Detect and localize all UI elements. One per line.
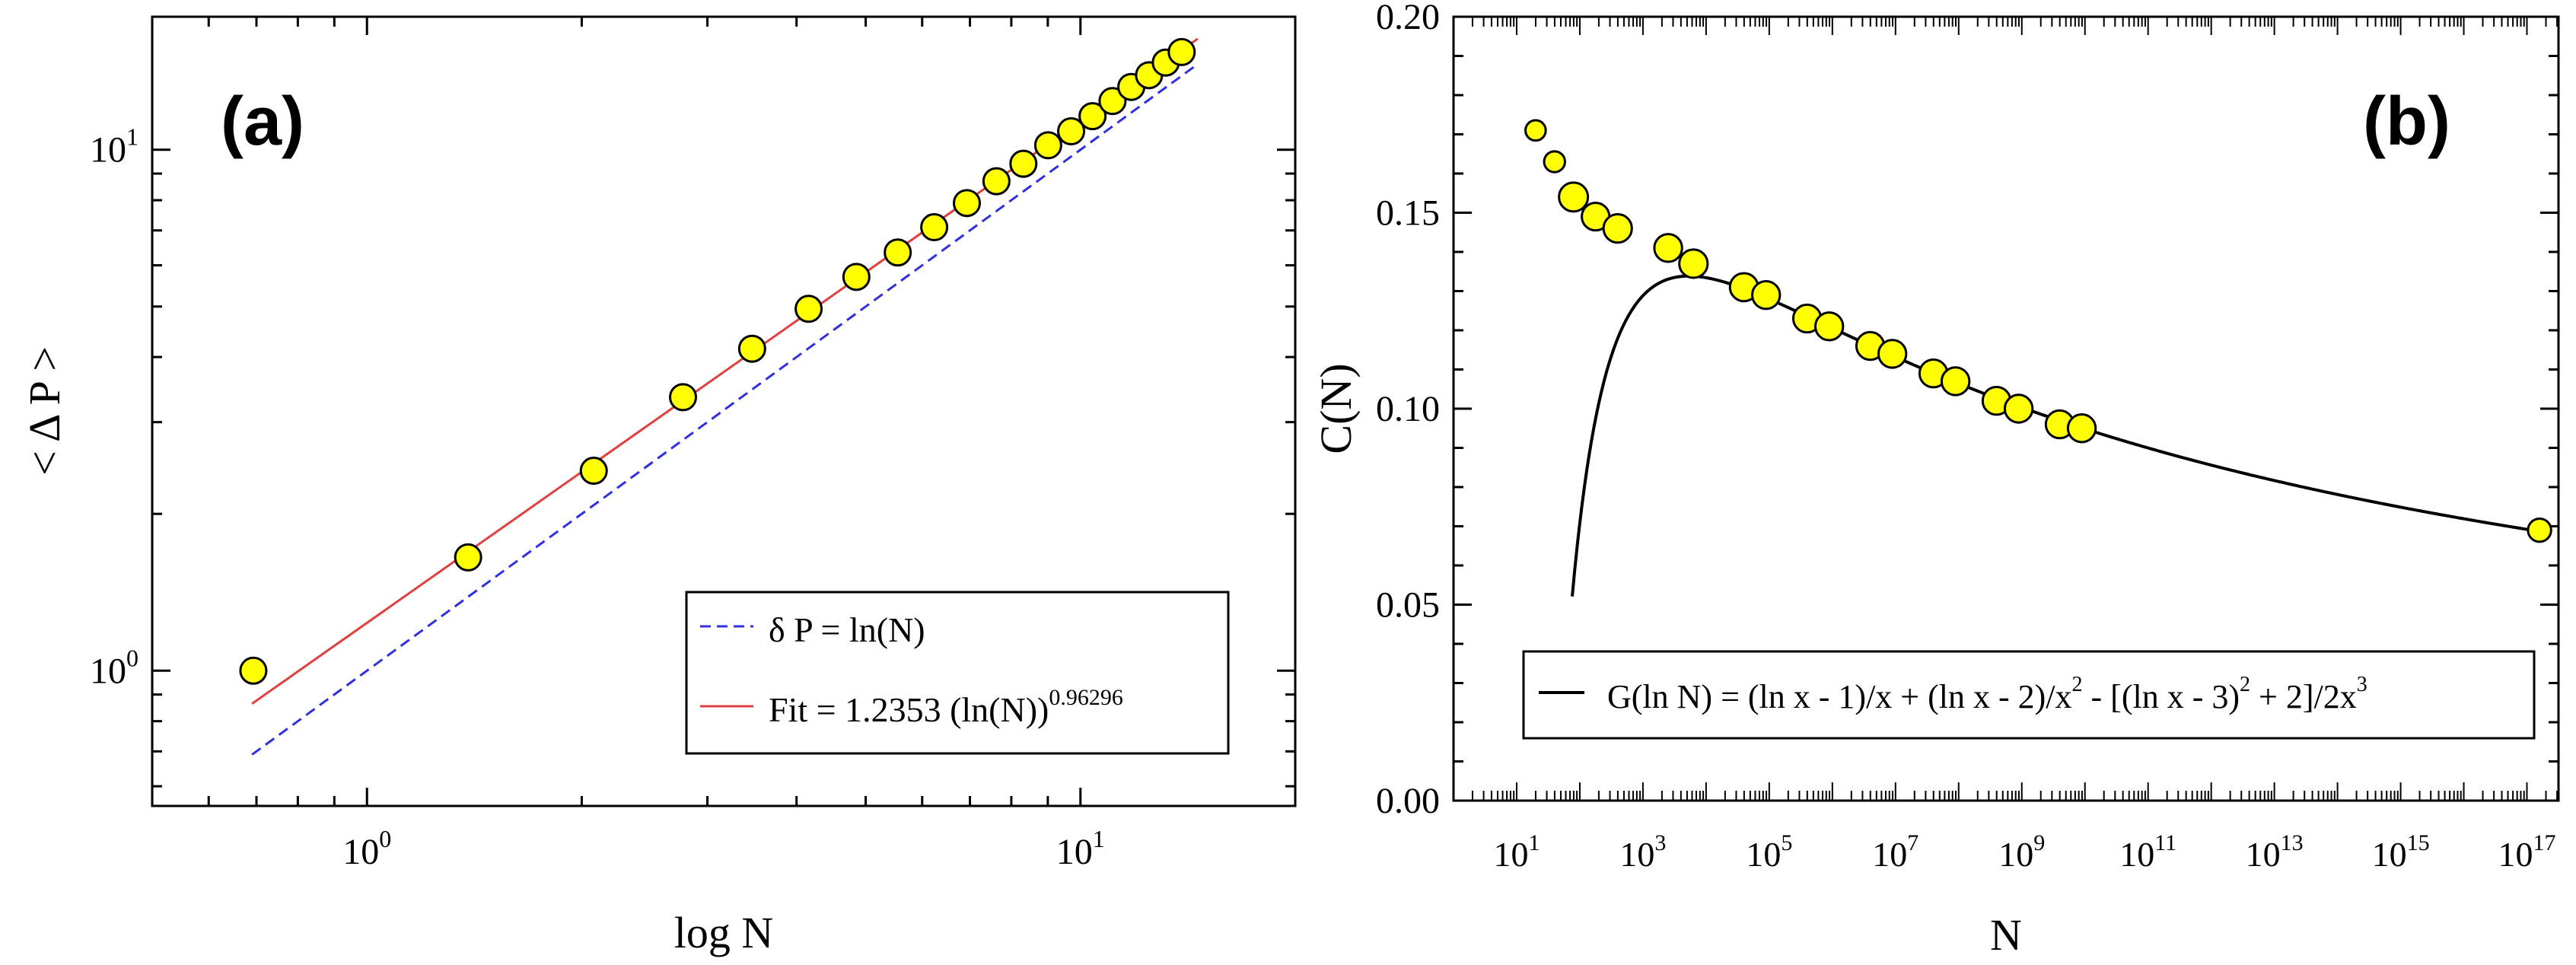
chart-a-legend-label-0: δ P = ln(N) xyxy=(769,610,925,649)
chart-a-points xyxy=(239,37,1196,685)
chart-a-point xyxy=(982,167,1011,196)
chart-a-point xyxy=(454,543,482,572)
chart-a-ticks xyxy=(151,17,1297,806)
chart-a-point xyxy=(737,334,766,363)
chart-a-point xyxy=(920,213,949,242)
chart-b-point xyxy=(1678,248,1709,279)
chart-panel-a: 100 101 100 101 (a) log N < Δ P > δ P = ln(… xyxy=(20,15,1297,957)
chart-a-point xyxy=(1009,149,1038,178)
chart-b-legend-box xyxy=(1522,650,2536,740)
chart-a-x-tick-label: 101 xyxy=(1056,825,1105,872)
chart-b-point xyxy=(1940,366,1971,397)
chart-b-y-axis-label: C(N) xyxy=(1311,363,1361,454)
chart-b-legend-label: G(ln N) = (ln x - 1)/x + (ln x - 2)/x2 -… xyxy=(1607,673,2367,715)
chart-b-y-tick-label: 0.20 xyxy=(1376,0,1440,37)
chart-b-point xyxy=(1877,339,1908,369)
chart-a-legend-box xyxy=(685,591,1230,755)
chart-b-legend: G(ln N) = (ln x - 1)/x + (ln x - 2)/x2 -… xyxy=(1522,650,2536,740)
chart-b-ticks xyxy=(1453,15,2558,802)
chart-b-y-tick-label: 0.05 xyxy=(1376,585,1440,626)
chart-b-point xyxy=(1543,150,1566,174)
chart-a-point xyxy=(884,238,912,267)
chart-a-y-tick-label: 100 xyxy=(90,644,139,691)
chart-b-x-tick-label: 1015 xyxy=(2372,830,2430,874)
chart-a-point xyxy=(1098,87,1127,116)
chart-b-x-axis-label: N xyxy=(1990,910,2022,960)
chart-b-tick-labels: 101 103 105 107 109 1011 1013 1015 1017 0.00 0.05 0… xyxy=(1376,0,2556,874)
chart-a-point xyxy=(1033,131,1062,160)
chart-b-x-tick-label: 109 xyxy=(1998,830,2045,874)
chart-a-point xyxy=(1057,116,1086,145)
chart-b-x-tick-label: 1017 xyxy=(2498,830,2556,874)
chart-a-series-ln-n xyxy=(251,63,1199,756)
chart-b-y-tick-label: 0.10 xyxy=(1376,389,1440,429)
chart-a-tick-labels: 100 101 100 101 xyxy=(90,123,1105,872)
chart-a-y-tick-label: 101 xyxy=(90,123,139,170)
chart-a-point xyxy=(842,263,871,291)
chart-b-x-tick-label: 1011 xyxy=(2119,830,2176,874)
chart-a-point xyxy=(953,189,982,218)
chart-b-y-tick-label: 0.15 xyxy=(1376,193,1440,234)
chart-a-point xyxy=(794,295,823,323)
chart-b-point xyxy=(2003,393,2034,424)
chart-panel-b: 101 103 105 107 109 1011 1013 1015 1017 0.00 0.05 0… xyxy=(1311,0,2560,960)
chart-b-point xyxy=(1602,213,1633,244)
chart-b-y-tick-label: 0.00 xyxy=(1376,781,1440,821)
chart-a-y-axis-label: < Δ P > xyxy=(20,346,69,476)
chart-b-point xyxy=(2066,413,2097,444)
chart-b-point xyxy=(1524,119,1547,142)
chart-a-point xyxy=(1078,102,1107,131)
chart-a-x-tick-label: 100 xyxy=(342,825,391,872)
chart-b-x-tick-label: 105 xyxy=(1746,830,1792,874)
chart-b-x-tick-label: 101 xyxy=(1493,830,1540,874)
chart-b-point xyxy=(1558,181,1590,213)
chart-b-points xyxy=(1524,119,2552,543)
chart-b-point xyxy=(1653,233,1683,263)
chart-a-legend: δ P = ln(N) Fit = 1.2353 (ln(N))0.96296 xyxy=(685,591,1230,755)
chart-a-point xyxy=(669,383,698,412)
chart-a-legend-label-1-sup: 0.96296 xyxy=(1049,685,1123,710)
chart-a-x-axis-label: log N xyxy=(674,908,774,957)
chart-a-point xyxy=(579,457,608,486)
chart-a-panel-label: (a) xyxy=(221,84,304,160)
chart-a-point xyxy=(239,656,268,685)
chart-b-x-tick-label: 107 xyxy=(1872,830,1918,874)
chart-a-legend-label-1: Fit = 1.2353 (ln(N))0.96296 xyxy=(769,685,1123,729)
chart-a-point xyxy=(1167,37,1196,66)
chart-b-x-tick-label: 1013 xyxy=(2246,830,2304,874)
chart-b-point xyxy=(1813,311,1845,342)
chart-b-x-tick-label: 103 xyxy=(1619,830,1666,874)
chart-b-point xyxy=(2527,517,2552,543)
chart-b-point xyxy=(1751,279,1782,311)
chart-b-panel-label: (b) xyxy=(2363,84,2450,160)
